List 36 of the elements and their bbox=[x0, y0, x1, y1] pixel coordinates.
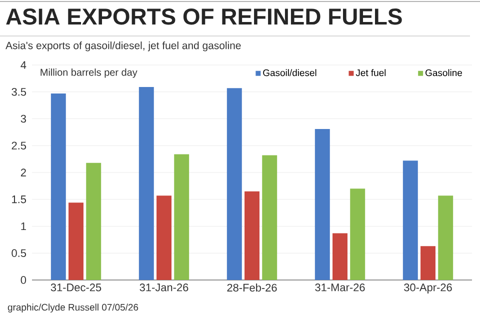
y-tick-label: 2.5 bbox=[12, 142, 26, 150]
bar bbox=[50, 93, 66, 280]
bar bbox=[438, 196, 454, 280]
text: graphic/Clyde Russell 07/05/26 bbox=[8, 304, 138, 312]
bar bbox=[244, 191, 260, 280]
bar bbox=[350, 188, 366, 280]
bar bbox=[402, 160, 418, 280]
x-tick-label: 31-Mar-26 bbox=[315, 284, 365, 292]
y-tick-label: 4 bbox=[20, 61, 26, 69]
x-tick-label: 30-Apr-26 bbox=[404, 284, 452, 294]
chart-title: ASIA EXPORTS OF REFINED FUELS bbox=[6, 8, 402, 25]
y-tick-label: 0.5 bbox=[12, 249, 26, 258]
bar bbox=[314, 128, 330, 280]
bar bbox=[262, 155, 278, 280]
y-tick-label: 3 bbox=[20, 114, 26, 123]
y-tick-label: 2 bbox=[20, 168, 26, 176]
legend-label: Jet fuel bbox=[356, 69, 386, 76]
bar bbox=[86, 162, 102, 280]
y-axis-title: Million barrels per day bbox=[40, 68, 138, 78]
y-tick-label: 1 bbox=[21, 222, 26, 230]
chart-subtitle: Asia's exports of gasoil/diesel, jet fuel and gasoline bbox=[6, 42, 241, 52]
legend-label: Gasoline bbox=[426, 69, 462, 76]
bar bbox=[332, 233, 348, 280]
bar bbox=[226, 88, 242, 280]
bar bbox=[420, 246, 436, 280]
y-tick-label: 1.5 bbox=[12, 196, 26, 204]
bar bbox=[138, 87, 154, 280]
x-tick-label: 31-Dec-25 bbox=[50, 284, 102, 292]
bar bbox=[68, 202, 84, 280]
y-tick-label: 3.5 bbox=[12, 88, 26, 96]
bar bbox=[174, 154, 190, 280]
x-tick-label: 31-Jan-26 bbox=[140, 284, 188, 292]
bar bbox=[156, 196, 172, 280]
x-tick-label: 28-Feb-26 bbox=[227, 284, 277, 292]
y-tick-label: 0 bbox=[20, 276, 26, 284]
legend-label: Gasoil/diesel bbox=[263, 69, 316, 76]
